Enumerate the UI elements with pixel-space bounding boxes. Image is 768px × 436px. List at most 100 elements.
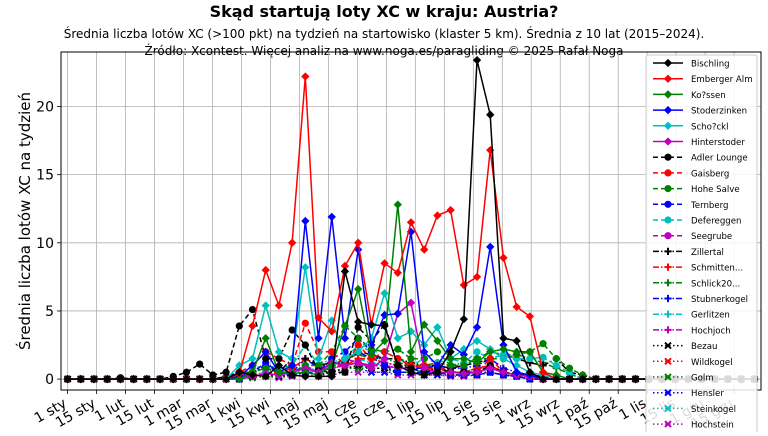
data-point bbox=[314, 313, 323, 322]
data-point bbox=[539, 361, 547, 370]
data-point bbox=[182, 368, 191, 376]
legend-marker bbox=[663, 121, 673, 130]
data-point bbox=[486, 242, 495, 252]
data-point bbox=[354, 238, 363, 247]
data-point bbox=[393, 361, 402, 370]
data-point bbox=[472, 323, 482, 332]
legend-label: Gaisberg bbox=[691, 169, 729, 179]
data-point bbox=[631, 374, 640, 384]
legend-label: Adler Lounge bbox=[691, 154, 748, 164]
data-point bbox=[472, 56, 482, 65]
data-point bbox=[499, 334, 508, 343]
data-point bbox=[89, 374, 99, 384]
legend-entry: Seegrube bbox=[653, 232, 732, 242]
legend-label: Bezau bbox=[691, 342, 717, 352]
data-point bbox=[222, 368, 230, 376]
data-point bbox=[275, 355, 283, 363]
legend-entry: Steinkogel bbox=[653, 404, 736, 415]
data-point bbox=[367, 350, 376, 359]
data-point bbox=[287, 370, 297, 380]
legend-entry: Gerlitzen bbox=[653, 310, 730, 321]
data-point bbox=[340, 321, 350, 331]
data-point bbox=[380, 361, 389, 370]
data-point bbox=[196, 360, 204, 368]
data-point bbox=[538, 374, 548, 384]
data-point bbox=[512, 336, 521, 346]
legend-marker bbox=[664, 153, 672, 161]
legend-entry: Hinterstoder bbox=[653, 137, 745, 148]
data-point bbox=[565, 374, 574, 384]
legend-marker bbox=[664, 326, 672, 334]
legend-entry: Bischling bbox=[653, 58, 730, 70]
data-point bbox=[525, 347, 535, 357]
legend-entry: Defereggen bbox=[653, 216, 742, 227]
data-point bbox=[314, 372, 323, 381]
legend-entry: Ko?ssen bbox=[653, 90, 726, 101]
data-point bbox=[380, 321, 389, 331]
data-point bbox=[340, 361, 350, 370]
data-point bbox=[394, 345, 402, 353]
legend-label: Scho?ckl bbox=[691, 122, 729, 132]
data-point bbox=[221, 374, 231, 384]
legend-entry: Hohe Salve bbox=[653, 185, 740, 195]
data-point bbox=[248, 354, 257, 363]
data-point bbox=[433, 348, 442, 356]
legend-entry: Stoderzinken bbox=[653, 105, 747, 117]
data-point bbox=[618, 374, 627, 384]
legend-label: Schmitten... bbox=[691, 264, 743, 274]
data-point bbox=[420, 245, 429, 254]
data-point bbox=[314, 354, 323, 363]
legend-entry: Gaisberg bbox=[653, 169, 729, 179]
data-point bbox=[460, 361, 468, 370]
y-tick-label: 5 bbox=[45, 304, 54, 320]
data-point bbox=[274, 301, 284, 310]
legend-label: Gerlitzen bbox=[691, 311, 730, 321]
data-point bbox=[235, 322, 243, 330]
data-point bbox=[301, 263, 310, 272]
data-point bbox=[287, 238, 297, 247]
data-point bbox=[539, 353, 547, 361]
y-tick-label: 15 bbox=[36, 168, 54, 184]
data-point bbox=[340, 334, 350, 343]
legend-label: Emberger Alm bbox=[691, 75, 753, 85]
data-point bbox=[301, 355, 309, 363]
data-point bbox=[301, 372, 310, 381]
data-point bbox=[459, 354, 468, 363]
data-point bbox=[274, 347, 284, 357]
data-point bbox=[459, 314, 468, 324]
legend-marker bbox=[664, 232, 672, 240]
data-point bbox=[486, 364, 495, 373]
data-point bbox=[604, 374, 614, 384]
chart-subtitle-line-2: Źródło: Xcontest. Więcej analiz na www.n… bbox=[145, 43, 624, 58]
data-point bbox=[380, 259, 389, 268]
data-point bbox=[420, 347, 429, 357]
data-point bbox=[261, 347, 270, 357]
data-point bbox=[116, 374, 125, 384]
data-point bbox=[433, 323, 442, 332]
data-point bbox=[380, 336, 389, 346]
data-point bbox=[499, 354, 508, 363]
data-point bbox=[486, 355, 494, 363]
data-point bbox=[367, 364, 376, 373]
data-point bbox=[235, 374, 244, 384]
data-point bbox=[340, 267, 350, 276]
legend-marker bbox=[663, 90, 673, 99]
legend-label: Bischling bbox=[691, 60, 730, 70]
data-point bbox=[433, 336, 442, 346]
legend-entry: Scho?ckl bbox=[653, 121, 729, 132]
data-point bbox=[446, 347, 455, 357]
legend-label: Hinterstoder bbox=[691, 138, 745, 148]
legend-marker bbox=[664, 310, 672, 318]
data-point bbox=[340, 354, 350, 363]
data-point bbox=[103, 374, 112, 384]
data-point bbox=[248, 370, 257, 380]
legend-label: Hohe Salve bbox=[691, 185, 740, 195]
legend-entry: Schlick20... bbox=[653, 279, 740, 289]
legend-label: Ko?ssen bbox=[691, 91, 726, 101]
legend-entry: Emberger Alm bbox=[653, 74, 753, 85]
data-point bbox=[539, 340, 547, 348]
legend-entry: Adler Lounge bbox=[653, 153, 748, 164]
chart-title: Skąd startują loty XC w kraju: Austria? bbox=[210, 2, 559, 21]
data-point bbox=[420, 320, 429, 329]
